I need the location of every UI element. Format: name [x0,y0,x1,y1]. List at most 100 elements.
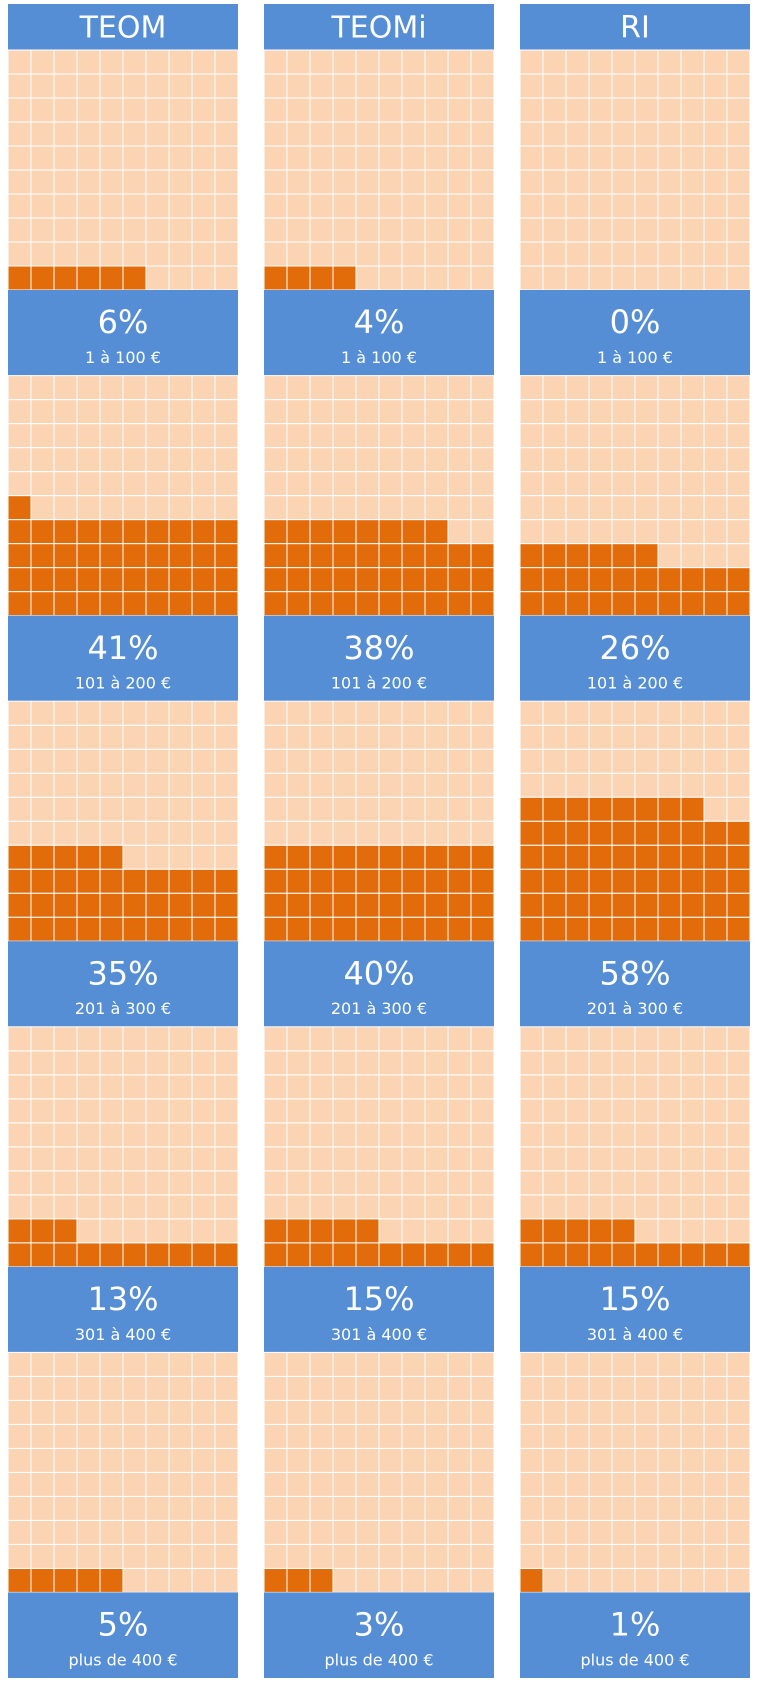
waffle-cell [53,1098,78,1124]
waffle-cell [470,1543,495,1569]
waffle-cell [286,1423,311,1449]
waffle-cell [657,1495,682,1521]
waffle-cell [214,375,239,401]
waffle-cell [286,700,311,726]
waffle-cell [263,1399,288,1425]
waffle-cell [588,1351,613,1377]
waffle-cell [401,772,426,798]
waffle-cell-filled [286,1242,311,1268]
waffle-cell [680,1050,705,1076]
waffle-cell [122,724,147,750]
waffle-cell [214,1146,239,1172]
waffle-cell [680,169,705,195]
waffle-cell [703,121,728,147]
waffle-cell-filled [332,591,357,617]
waffle-cell [214,1399,239,1425]
waffle-cell [565,1519,590,1545]
waffle-cell [99,145,124,171]
waffle-cell [611,1170,636,1196]
waffle-cell-filled [565,820,590,846]
waffle-cell-filled [542,796,567,822]
waffle-cell-filled [76,868,101,894]
waffle-cell-filled [168,591,193,617]
waffle-cell [332,748,357,774]
waffle-cell [634,1375,659,1401]
waffle-cell-filled [657,868,682,894]
waffle-cell-filled [424,1242,449,1268]
waffle-cell [378,495,403,521]
waffle-cell [168,1567,193,1593]
waffle-cell [263,49,288,75]
waffle-cell [99,796,124,822]
waffle-cell [401,1495,426,1521]
waffle-cell [401,1146,426,1172]
waffle-cell [401,1122,426,1148]
waffle-cell [76,724,101,750]
waffle-cell [424,1423,449,1449]
waffle-cell [565,447,590,473]
waffle-cell [145,145,170,171]
waffle-cell [424,375,449,401]
waffle-cell [99,375,124,401]
waffle-cell [76,1074,101,1100]
waffle-cell [263,796,288,822]
waffle-cell [424,1146,449,1172]
waffle-cell [447,1074,472,1100]
waffle-cell [99,1423,124,1449]
label-band [520,1592,750,1678]
waffle-cell [122,796,147,822]
waffle-cell [191,844,216,870]
waffle-cell [53,772,78,798]
waffle-cell [565,1098,590,1124]
waffle-cell [726,217,751,243]
waffle-cell [214,796,239,822]
waffle-cell [447,1423,472,1449]
waffle-cell [519,1170,544,1196]
range-label: plus de 400 € [324,1650,433,1669]
waffle-cell [99,1471,124,1497]
waffle-cell [588,1519,613,1545]
waffle-cell [286,772,311,798]
waffle-cell [634,265,659,291]
waffle-cell [424,1026,449,1052]
waffle-cell [214,1050,239,1076]
waffle-cell [634,447,659,473]
waffle-cell [191,1375,216,1401]
waffle-cell [470,1218,495,1244]
waffle-cell [122,471,147,497]
waffle-cell [634,169,659,195]
waffle-cell [542,1122,567,1148]
waffle-cell [355,193,380,219]
waffle-cell [332,1098,357,1124]
waffle-cell [168,495,193,521]
waffle-cell [76,1146,101,1172]
waffle-cell [309,375,334,401]
waffle-cell [168,399,193,425]
waffle-cell [657,1122,682,1148]
waffle-cell [447,1194,472,1220]
waffle-cell-filled [588,567,613,593]
waffle-cell [168,241,193,267]
waffle-cell [7,145,32,171]
waffle-cell [401,1351,426,1377]
waffle-cell-filled [470,1242,495,1268]
waffle-cell [286,97,311,123]
waffle-cell-filled [309,1242,334,1268]
waffle-cell [214,49,239,75]
waffle-cell [286,423,311,449]
waffle-cell [145,1194,170,1220]
waffle-cell-filled [424,519,449,545]
waffle-cell-filled [145,916,170,942]
waffle-cell [542,1351,567,1377]
waffle-cell [122,1050,147,1076]
waffle-cell [30,49,55,75]
waffle-cell [424,265,449,291]
waffle-cell [726,1399,751,1425]
waffle-cell [7,1050,32,1076]
waffle-cell [634,1495,659,1521]
waffle-cell [168,1098,193,1124]
waffle-cell [565,121,590,147]
range-label: 1 à 100 € [341,348,417,367]
waffle-cell [657,1351,682,1377]
waffle-cell [191,1074,216,1100]
